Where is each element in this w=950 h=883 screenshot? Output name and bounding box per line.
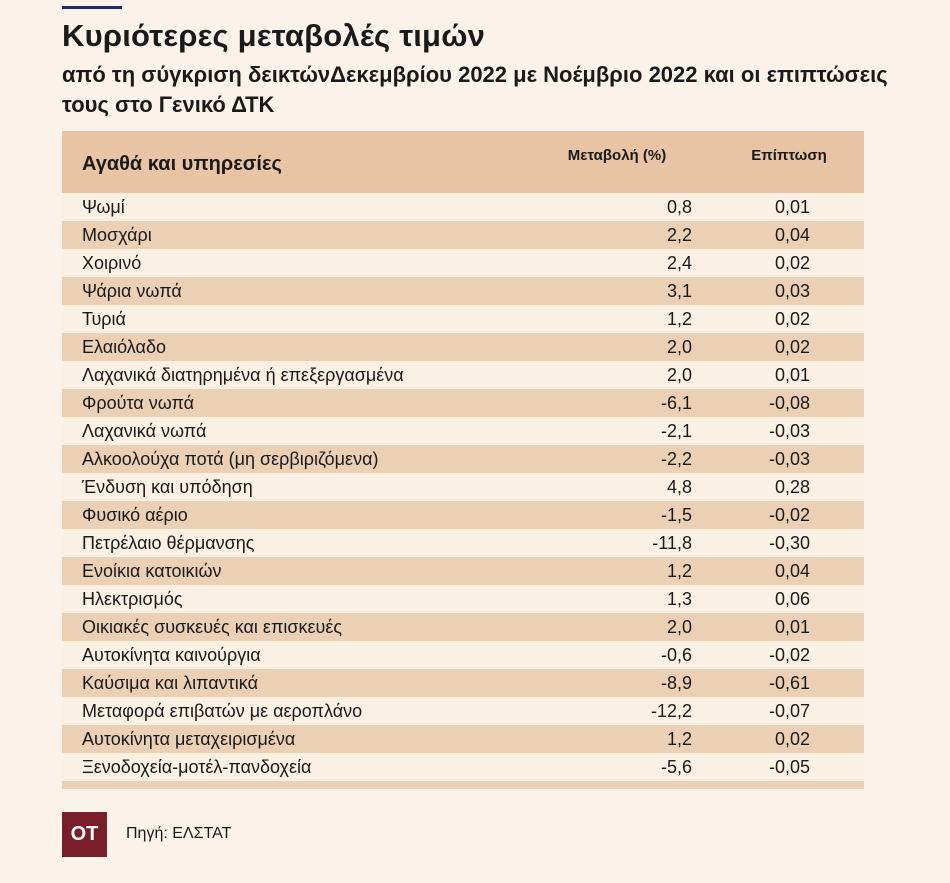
price-changes-table: Αγαθά και υπηρεσίες Μεταβολή (%) Επίπτωσ…	[62, 131, 864, 789]
row-impact-value: -0,08	[768, 393, 810, 413]
table-row: Λαχανικά διατηρημένα ή επεξεργασμένα 2,0 0…	[62, 361, 864, 389]
row-change-value: 2,2	[666, 225, 692, 245]
chart-subtitle: από τη σύγκριση δεικτώνΔεκεμβρίου 2022 μ…	[62, 62, 888, 117]
table-row: Ελαιόλαδο 2,0 0,02	[62, 333, 864, 361]
header-goods-services: Αγαθά και υπηρεσίες	[82, 153, 282, 175]
row-change-value: 2,0	[666, 337, 692, 357]
chart-title: Κυριότερες μεταβολές τιμών	[62, 18, 486, 53]
row-change-value: -11,8	[652, 533, 692, 553]
header-change-percent: Μεταβολή (%)	[567, 147, 667, 164]
row-goods-name: Χοιρινό	[82, 253, 142, 273]
table-body: Ψωμί 0,8 0,01 Μοσχάρι 2,2 0,04 Χοιρινό 2,4 0,02 Ψ…	[62, 193, 864, 781]
table-row: Χοιρινό 2,4 0,02	[62, 249, 864, 277]
table-row: Φρούτα νωπά -6,1 -0,08	[62, 389, 864, 417]
row-impact-value: 0,02	[774, 729, 810, 749]
table-bottom-band	[62, 781, 864, 789]
table-row: Ενοίκια κατοικιών 1,2 0,04	[62, 557, 864, 585]
row-goods-name: Αλκοολούχα ποτά (μη σερβιριζόμενα)	[82, 449, 379, 469]
row-goods-name: Λαχανικά διατηρημένα ή επεξεργασμένα	[82, 365, 404, 385]
row-change-value: -12,2	[650, 701, 692, 721]
table-row: Μοσχάρι 2,2 0,04	[62, 221, 864, 249]
row-change-value: 2,0	[666, 617, 692, 637]
table-row: Καύσιμα και λιπαντικά -8,9 -0,61	[62, 669, 864, 697]
row-impact-value: 0,02	[774, 253, 810, 273]
row-goods-name: Μοσχάρι	[82, 225, 152, 245]
row-impact-value: 0,01	[774, 617, 810, 637]
row-goods-name: Ψωμί	[82, 197, 125, 217]
row-goods-name: Φυσικό αέριο	[82, 505, 188, 525]
row-impact-value: -0,61	[768, 673, 810, 693]
row-change-value: -2,1	[660, 421, 692, 441]
row-impact-value: -0,03	[768, 421, 810, 441]
row-change-value: 1,2	[666, 309, 692, 329]
table-row: Ψωμί 0,8 0,01	[62, 193, 864, 221]
row-impact-value: 0,06	[774, 589, 810, 609]
row-change-value: 1,2	[666, 729, 692, 749]
row-goods-name: Καύσιμα και λιπαντικά	[82, 673, 258, 693]
row-goods-name: Ξενοδοχεία-μοτέλ-πανδοχεία	[82, 757, 312, 777]
table-row: Μεταφορά επιβατών με αεροπλάνο -12,2 -0,07	[62, 697, 864, 725]
table-header: Αγαθά και υπηρεσίες Μεταβολή (%) Επίπτωσ…	[62, 131, 864, 193]
row-impact-value: -0,30	[768, 533, 810, 553]
row-impact-value: 0,28	[774, 477, 810, 497]
row-impact-value: 0,04	[774, 561, 810, 581]
table-row: Λαχανικά νωπά -2,1 -0,03	[62, 417, 864, 445]
row-change-value: -1,5	[660, 505, 692, 525]
row-goods-name: Αυτοκίνητα μεταχειρισμένα	[82, 729, 296, 749]
row-goods-name: Ψάρια νωπά	[82, 281, 182, 301]
row-change-value: -6,1	[660, 393, 692, 413]
row-impact-value: -0,05	[768, 757, 810, 777]
table-row: Τυριά 1,2 0,02	[62, 305, 864, 333]
row-goods-name: Οικιακές συσκευές και επισκευές	[82, 617, 343, 637]
row-impact-value: 0,01	[774, 365, 810, 385]
row-goods-name: Μεταφορά επιβατών με αεροπλάνο	[82, 701, 363, 721]
row-change-value: 0,8	[666, 197, 692, 217]
row-change-value: 2,4	[666, 253, 692, 273]
row-impact-value: -0,02	[768, 505, 810, 525]
row-goods-name: Πετρέλαιο θέρμανσης	[82, 533, 255, 553]
row-impact-value: -0,03	[768, 449, 810, 469]
row-impact-value: 0,01	[774, 197, 810, 217]
row-change-value: 1,3	[666, 589, 692, 609]
table-row: Ηλεκτρισμός 1,3 0,06	[62, 585, 864, 613]
table-row: Ξενοδοχεία-μοτέλ-πανδοχεία -5,6 -0,05	[62, 753, 864, 781]
row-goods-name: Αυτοκίνητα καινούργια	[82, 645, 261, 665]
row-change-value: -8,9	[660, 673, 692, 693]
row-goods-name: Ελαιόλαδο	[82, 337, 166, 357]
table-row: Πετρέλαιο θέρμανσης -11,8 -0,30	[62, 529, 864, 557]
row-impact-value: -0,07	[768, 701, 810, 721]
row-change-value: -0,6	[660, 645, 692, 665]
ot-logo: ΟΤ	[62, 812, 107, 857]
table-row: Ψάρια νωπά 3,1 0,03	[62, 277, 864, 305]
table-row: Οικιακές συσκευές και επισκευές 2,0 0,01	[62, 613, 864, 641]
row-goods-name: Λαχανικά νωπά	[82, 421, 207, 441]
table-row: Φυσικό αέριο -1,5 -0,02	[62, 501, 864, 529]
source-note: Πηγή: ΕΛΣΤΑΤ	[126, 825, 232, 842]
row-impact-value: 0,04	[774, 225, 810, 245]
row-goods-name: Ηλεκτρισμός	[82, 589, 183, 609]
row-change-value: -5,6	[660, 757, 692, 777]
row-goods-name: Τυριά	[82, 309, 126, 329]
row-goods-name: Ένδυση και υπόδηση	[82, 477, 253, 497]
row-goods-name: Φρούτα νωπά	[82, 393, 195, 413]
top-accent-rule	[62, 6, 122, 9]
row-change-value: 2,0	[666, 365, 692, 385]
row-change-value: 1,2	[666, 561, 692, 581]
row-change-value: 3,1	[666, 281, 692, 301]
table-row: Αλκοολούχα ποτά (μη σερβιριζόμενα) -2,2 -0…	[62, 445, 864, 473]
row-impact-value: 0,02	[774, 309, 810, 329]
row-change-value: 4,8	[666, 477, 692, 497]
table-row: Αυτοκίνητα μεταχειρισμένα 1,2 0,02	[62, 725, 864, 753]
table-row: Αυτοκίνητα καινούργια -0,6 -0,02	[62, 641, 864, 669]
header-impact: Επίπτωση	[751, 147, 827, 164]
row-impact-value: -0,02	[768, 645, 810, 665]
row-impact-value: 0,03	[774, 281, 810, 301]
table-row: Ένδυση και υπόδηση 4,8 0,28	[62, 473, 864, 501]
row-change-value: -2,2	[660, 449, 692, 469]
row-goods-name: Ενοίκια κατοικιών	[82, 561, 222, 581]
row-impact-value: 0,02	[774, 337, 810, 357]
